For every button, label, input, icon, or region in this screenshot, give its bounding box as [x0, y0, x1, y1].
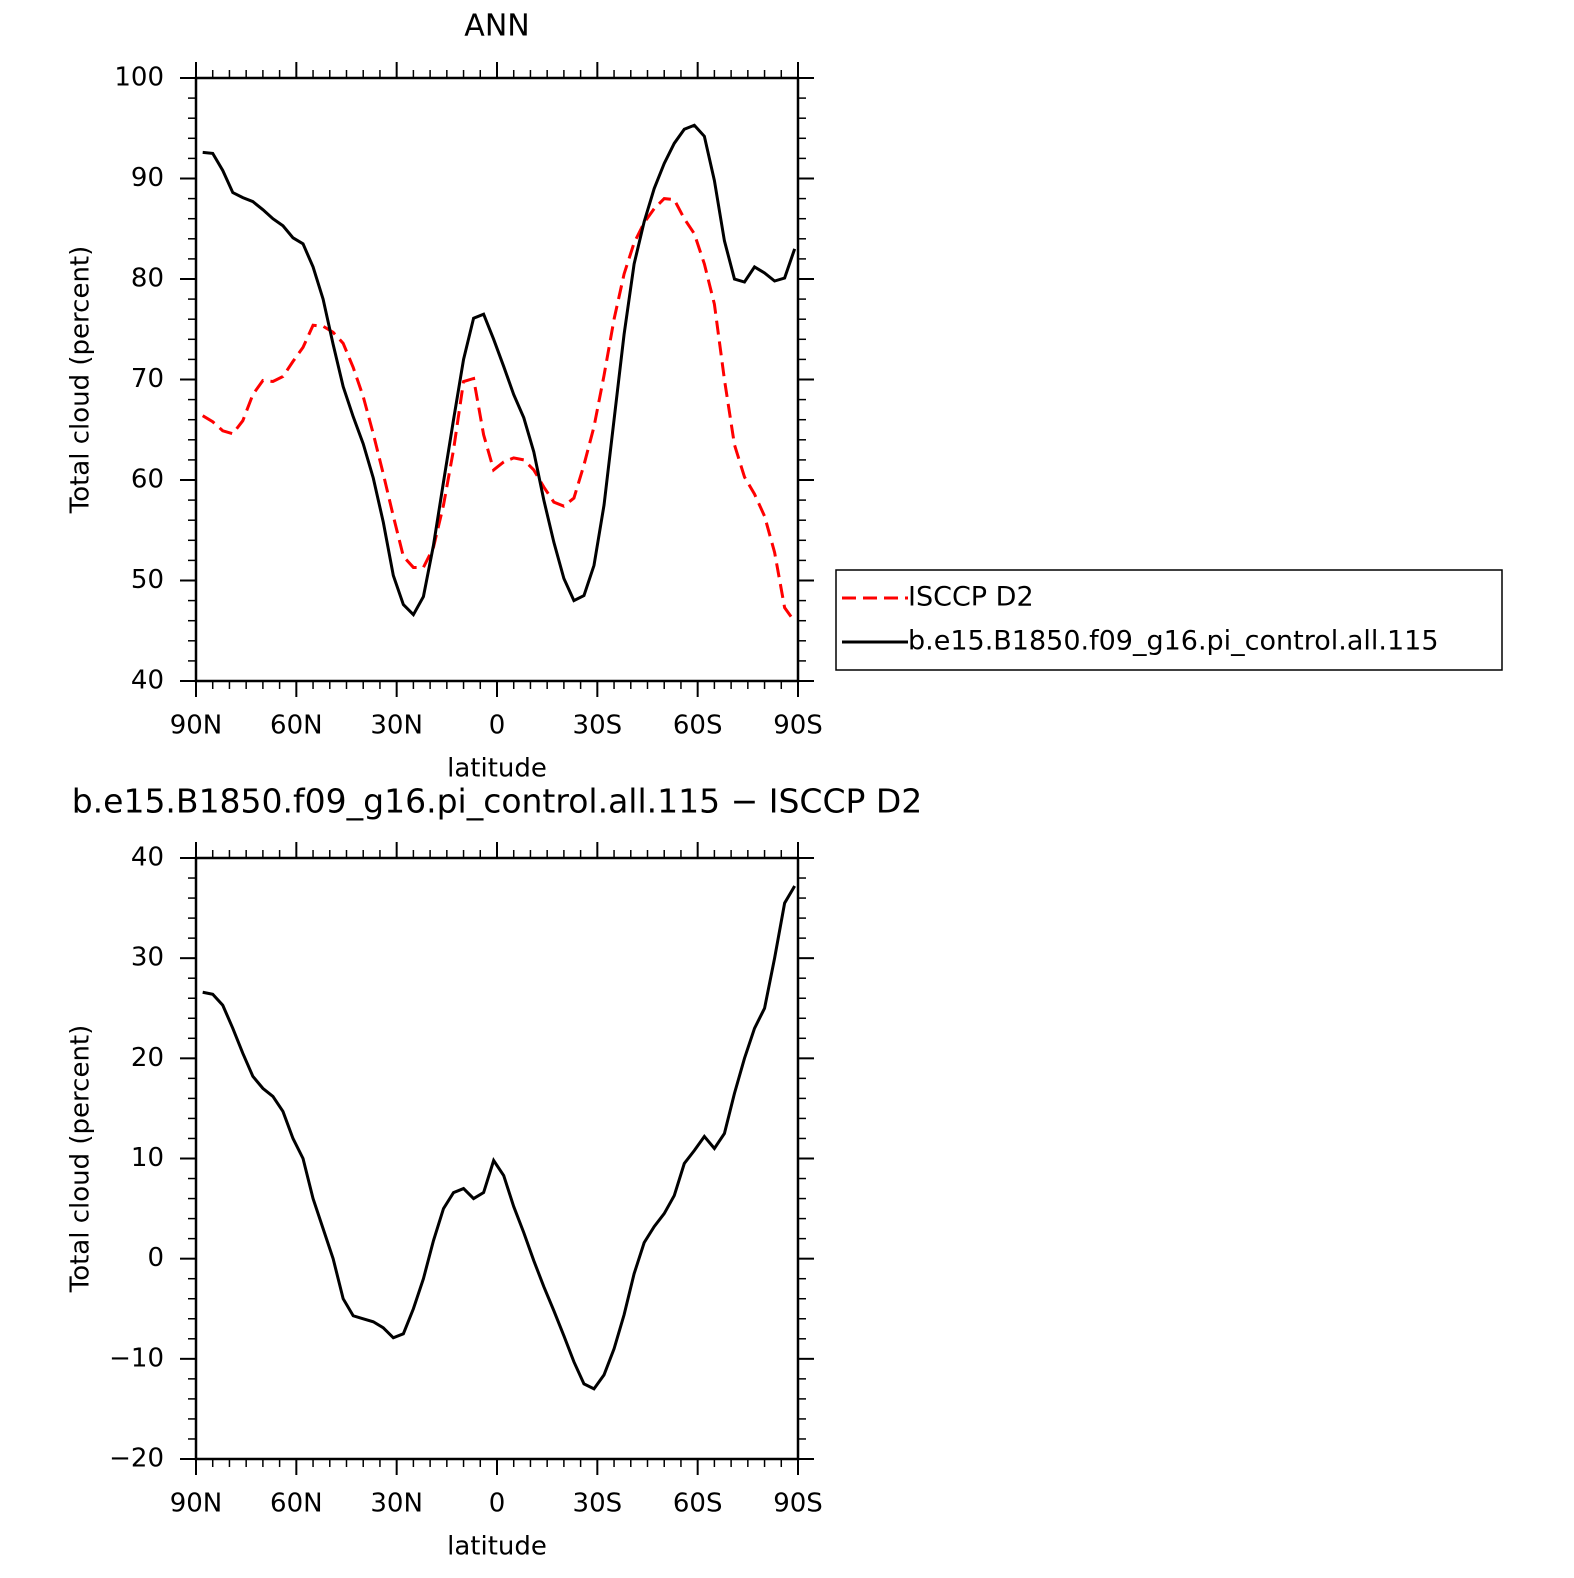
data-line — [202, 123, 797, 618]
legend-label: b.e15.B1850.f09_g16.pi_control.all.115 — [908, 626, 1439, 657]
chart-title: ANN — [464, 9, 529, 44]
x-tick-label: 30S — [573, 1489, 623, 1519]
y-tick-label: 80 — [131, 264, 164, 294]
x-tick-label: 30S — [573, 711, 623, 741]
x-tick-label: 90S — [773, 1489, 823, 1519]
legend-box — [835, 569, 1503, 671]
y-tick-label: 100 — [114, 63, 164, 93]
y-tick-label: 10 — [131, 1143, 164, 1173]
data-line — [202, 885, 796, 1391]
x-tick-label: 90N — [170, 1489, 223, 1519]
plot-frame — [194, 76, 800, 683]
x-tick-label: 60N — [270, 1489, 323, 1519]
x-tick-label: 60N — [270, 711, 323, 741]
y-tick-label: 0 — [147, 1243, 164, 1273]
y-axis-label: Total cloud (percent) — [66, 246, 96, 515]
y-tick-label: 30 — [131, 943, 164, 973]
y-tick-label: 90 — [131, 163, 164, 193]
x-axis-label: latitude — [447, 754, 547, 784]
legend-label: ISCCP D2 — [908, 582, 1034, 613]
y-tick-label: 70 — [131, 364, 164, 394]
y-tick-label: −20 — [109, 1444, 164, 1474]
y-tick-label: 50 — [131, 565, 164, 595]
y-axis-label: Total cloud (percent) — [66, 1025, 96, 1294]
plot-frame — [194, 856, 800, 1461]
y-tick-label: −10 — [109, 1343, 164, 1373]
x-axis-label: latitude — [447, 1532, 547, 1562]
data-line — [201, 197, 796, 623]
x-tick-label: 0 — [489, 711, 506, 741]
x-tick-label: 60S — [673, 711, 723, 741]
chart-title: b.e15.B1850.f09_g16.pi_control.all.115 −… — [72, 782, 923, 821]
x-tick-label: 0 — [489, 1489, 506, 1519]
x-tick-label: 90S — [773, 711, 823, 741]
y-tick-label: 40 — [131, 843, 164, 873]
y-tick-label: 40 — [131, 666, 164, 696]
x-tick-label: 90N — [170, 711, 223, 741]
x-tick-label: 30N — [370, 711, 423, 741]
y-tick-label: 60 — [131, 465, 164, 495]
y-tick-label: 20 — [131, 1043, 164, 1073]
x-tick-label: 30N — [370, 1489, 423, 1519]
x-tick-label: 60S — [673, 1489, 723, 1519]
